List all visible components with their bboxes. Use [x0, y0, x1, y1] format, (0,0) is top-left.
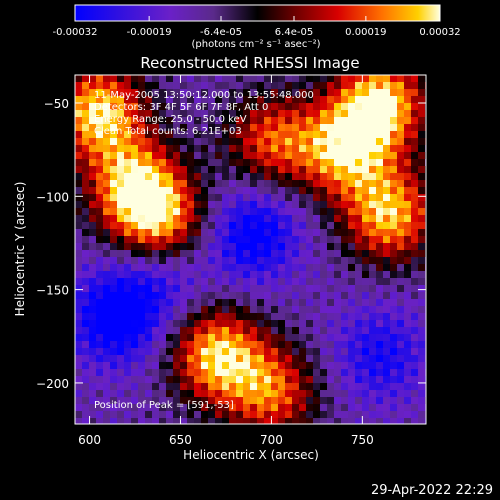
- info-line: Detectors: 3F 4F 5F 6F 7F 8F, Att 0: [94, 102, 268, 113]
- x-tick-label: 700: [260, 433, 283, 447]
- colorbar-tick-label: 0.00019: [345, 27, 386, 38]
- x-tick-label: 650: [169, 433, 192, 447]
- plot-frame: [74, 74, 427, 425]
- y-axis-label: Heliocentric Y (arcsec): [13, 182, 27, 317]
- colorbar-unit-label: (photons cm⁻² s⁻¹ asec⁻²): [191, 39, 320, 50]
- axis-ticks: 600 650 700 750 −50 −100 −150 −200: [36, 75, 426, 447]
- timestamp: 29-Apr-2022 22:29: [371, 483, 493, 498]
- y-tick-label: −50: [44, 97, 69, 111]
- peak-position-label: Position of Peak = [591,-53]: [94, 400, 234, 411]
- x-tick-label: 600: [78, 433, 101, 447]
- colorbar-ticks: -0.00032 -0.00019 -6.4e-05 6.4e-05 0.00019 0.…: [53, 16, 461, 38]
- x-axis-label: Heliocentric X (arcsec): [183, 448, 319, 462]
- y-tick-label: −200: [36, 377, 69, 391]
- chart-title: Reconstructed RHESSI Image: [140, 54, 359, 72]
- info-text: 11-May-2005 13:50:12.000 to 13:55:48.000…: [94, 90, 314, 137]
- y-tick-label: −100: [36, 190, 69, 204]
- y-tick-label: −150: [36, 284, 69, 298]
- colorbar-tick-label: 6.4e-05: [275, 27, 313, 38]
- x-tick-label: 750: [351, 433, 374, 447]
- info-line: 11-May-2005 13:50:12.000 to 13:55:48.000: [94, 90, 314, 101]
- colorbar-tick-label: -6.4e-05: [200, 27, 242, 38]
- colorbar-tick-label: 0.00032: [419, 27, 460, 38]
- info-line: Energy Range: 25.0 - 50.0 keV: [94, 114, 247, 125]
- colorbar-tick-label: -0.00032: [53, 27, 98, 38]
- colorbar-tick-label: -0.00019: [127, 27, 172, 38]
- info-line: Clean Total counts: 6.21E+03: [94, 126, 242, 137]
- colorbar: [74, 4, 441, 22]
